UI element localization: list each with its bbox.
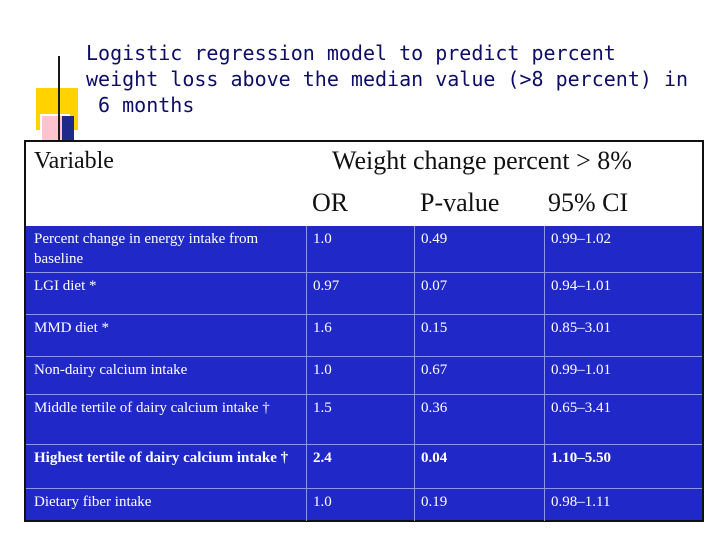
cell-variable: Dietary fiber intake — [34, 494, 152, 510]
cell-ci: 0.99–1.01 — [544, 357, 702, 395]
cell-pvalue: 0.07 — [414, 273, 544, 315]
cell-or: 0.97 — [306, 273, 414, 315]
table-row: Middle tertile of dairy calcium intake †… — [26, 394, 702, 445]
table-row: Non-dairy calcium intake 1.0 0.67 0.99–1.01 — [26, 356, 702, 395]
header-ci: 95% CI — [548, 188, 629, 217]
table-header: Variable Weight change percent > 8% OR P… — [26, 142, 702, 226]
table-row: Highest tertile of dairy calcium intake … — [26, 444, 702, 489]
cell-or: 1.5 — [306, 395, 414, 445]
cell-variable: Highest tertile of dairy calcium intake … — [34, 450, 289, 466]
cell-ci: 1.10–5.50 — [544, 445, 702, 489]
table-row: Dietary fiber intake 1.0 0.19 0.98–1.11 — [26, 488, 702, 521]
cell-ci: 0.94–1.01 — [544, 273, 702, 315]
cell-pvalue: 0.49 — [414, 226, 544, 272]
cell-or: 1.6 — [306, 315, 414, 357]
cell-ci: 0.85–3.01 — [544, 315, 702, 357]
cell-variable: Percent change in energy intake from bas… — [34, 231, 259, 267]
cell-or: 1.0 — [306, 226, 414, 272]
table-body: Percent change in energy intake from bas… — [26, 226, 702, 521]
table-row: LGI diet * 0.97 0.07 0.94–1.01 — [26, 272, 702, 315]
cell-variable: MMD diet * — [34, 320, 109, 336]
header-pvalue: P-value — [420, 188, 500, 217]
cell-pvalue: 0.15 — [414, 315, 544, 357]
slide-title: Logistic regression model to predict per… — [86, 41, 689, 117]
cell-ci: 0.98–1.11 — [544, 489, 702, 521]
cell-ci: 0.65–3.41 — [544, 395, 702, 445]
header-variable: Variable — [34, 148, 114, 174]
cell-variable: Middle tertile of dairy calcium intake † — [34, 400, 270, 416]
cell-or: 2.4 — [306, 445, 414, 489]
header-or: OR — [312, 188, 349, 217]
results-table: Variable Weight change percent > 8% OR P… — [24, 140, 704, 522]
cell-pvalue: 0.36 — [414, 395, 544, 445]
cell-ci: 0.99–1.02 — [544, 226, 702, 272]
decorative-vertical-line — [58, 56, 60, 142]
cell-variable: Non-dairy calcium intake — [34, 362, 188, 378]
table-row: MMD diet * 1.6 0.15 0.85–3.01 — [26, 314, 702, 357]
decorative-blue-bar — [62, 116, 74, 142]
cell-or: 1.0 — [306, 357, 414, 395]
cell-variable: LGI diet * — [34, 278, 97, 294]
header-group: Weight change percent > 8% — [332, 146, 632, 175]
table-row: Percent change in energy intake from bas… — [26, 226, 702, 272]
cell-pvalue: 0.04 — [414, 445, 544, 489]
cell-pvalue: 0.19 — [414, 489, 544, 521]
cell-or: 1.0 — [306, 489, 414, 521]
cell-pvalue: 0.67 — [414, 357, 544, 395]
